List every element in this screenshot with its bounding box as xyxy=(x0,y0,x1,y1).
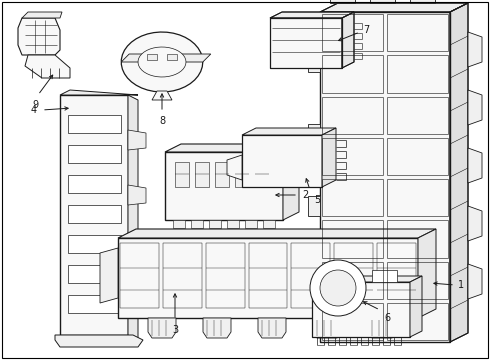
Polygon shape xyxy=(68,235,121,253)
Polygon shape xyxy=(68,295,121,313)
Polygon shape xyxy=(330,0,355,3)
Polygon shape xyxy=(227,155,242,180)
Polygon shape xyxy=(165,144,299,152)
Polygon shape xyxy=(308,52,320,72)
Polygon shape xyxy=(209,220,221,228)
Polygon shape xyxy=(68,145,121,163)
Polygon shape xyxy=(68,115,121,133)
Polygon shape xyxy=(410,0,435,3)
Polygon shape xyxy=(410,276,422,337)
Polygon shape xyxy=(68,205,121,223)
Polygon shape xyxy=(128,185,146,205)
Polygon shape xyxy=(312,276,422,282)
Polygon shape xyxy=(175,162,189,187)
Polygon shape xyxy=(368,318,396,338)
Polygon shape xyxy=(121,54,211,62)
Polygon shape xyxy=(60,90,138,95)
Polygon shape xyxy=(122,32,203,92)
Polygon shape xyxy=(270,18,342,68)
Polygon shape xyxy=(263,220,275,228)
Polygon shape xyxy=(173,220,185,228)
Polygon shape xyxy=(25,55,70,78)
Polygon shape xyxy=(468,264,482,299)
Polygon shape xyxy=(167,54,177,60)
Polygon shape xyxy=(191,220,203,228)
Polygon shape xyxy=(128,240,146,260)
Polygon shape xyxy=(313,318,341,338)
Polygon shape xyxy=(147,54,157,60)
Polygon shape xyxy=(60,95,128,335)
Ellipse shape xyxy=(255,158,269,168)
Text: 9: 9 xyxy=(32,100,38,110)
Polygon shape xyxy=(118,238,418,318)
Polygon shape xyxy=(418,229,436,318)
Text: 1: 1 xyxy=(458,280,464,290)
Polygon shape xyxy=(203,318,231,338)
Polygon shape xyxy=(68,175,121,193)
Text: 8: 8 xyxy=(159,116,165,126)
Polygon shape xyxy=(227,220,239,228)
Polygon shape xyxy=(320,12,450,342)
Polygon shape xyxy=(308,124,320,144)
Polygon shape xyxy=(468,148,482,183)
Polygon shape xyxy=(215,162,229,187)
Polygon shape xyxy=(165,152,283,220)
Polygon shape xyxy=(322,128,336,187)
Polygon shape xyxy=(138,47,186,77)
Polygon shape xyxy=(370,0,395,3)
Polygon shape xyxy=(468,90,482,125)
Ellipse shape xyxy=(336,306,348,314)
Polygon shape xyxy=(312,282,410,337)
Polygon shape xyxy=(372,270,397,282)
Text: 6: 6 xyxy=(384,313,390,323)
Polygon shape xyxy=(245,220,257,228)
Polygon shape xyxy=(320,3,468,12)
Text: 7: 7 xyxy=(363,25,369,35)
Polygon shape xyxy=(258,318,286,338)
Polygon shape xyxy=(55,335,143,347)
Polygon shape xyxy=(235,162,249,187)
Polygon shape xyxy=(468,32,482,67)
Polygon shape xyxy=(18,18,60,55)
Polygon shape xyxy=(118,229,436,238)
Polygon shape xyxy=(342,12,354,68)
Text: 4: 4 xyxy=(31,105,37,115)
Polygon shape xyxy=(270,12,354,18)
Polygon shape xyxy=(100,248,118,303)
Polygon shape xyxy=(255,162,269,187)
Polygon shape xyxy=(242,135,322,187)
Polygon shape xyxy=(242,128,336,135)
Polygon shape xyxy=(327,270,352,282)
Polygon shape xyxy=(283,144,299,220)
Polygon shape xyxy=(128,130,146,150)
Text: 2: 2 xyxy=(302,190,308,200)
Polygon shape xyxy=(22,12,62,18)
Text: 3: 3 xyxy=(172,325,178,335)
Polygon shape xyxy=(68,265,121,283)
Circle shape xyxy=(320,270,356,306)
Polygon shape xyxy=(308,268,320,288)
Text: 5: 5 xyxy=(314,195,320,205)
Polygon shape xyxy=(128,95,138,340)
Polygon shape xyxy=(128,295,146,315)
Polygon shape xyxy=(152,91,172,100)
Polygon shape xyxy=(308,196,320,216)
Polygon shape xyxy=(468,206,482,241)
Circle shape xyxy=(310,260,366,316)
Ellipse shape xyxy=(290,158,304,168)
Polygon shape xyxy=(195,162,209,187)
Polygon shape xyxy=(148,318,176,338)
Polygon shape xyxy=(450,3,468,342)
